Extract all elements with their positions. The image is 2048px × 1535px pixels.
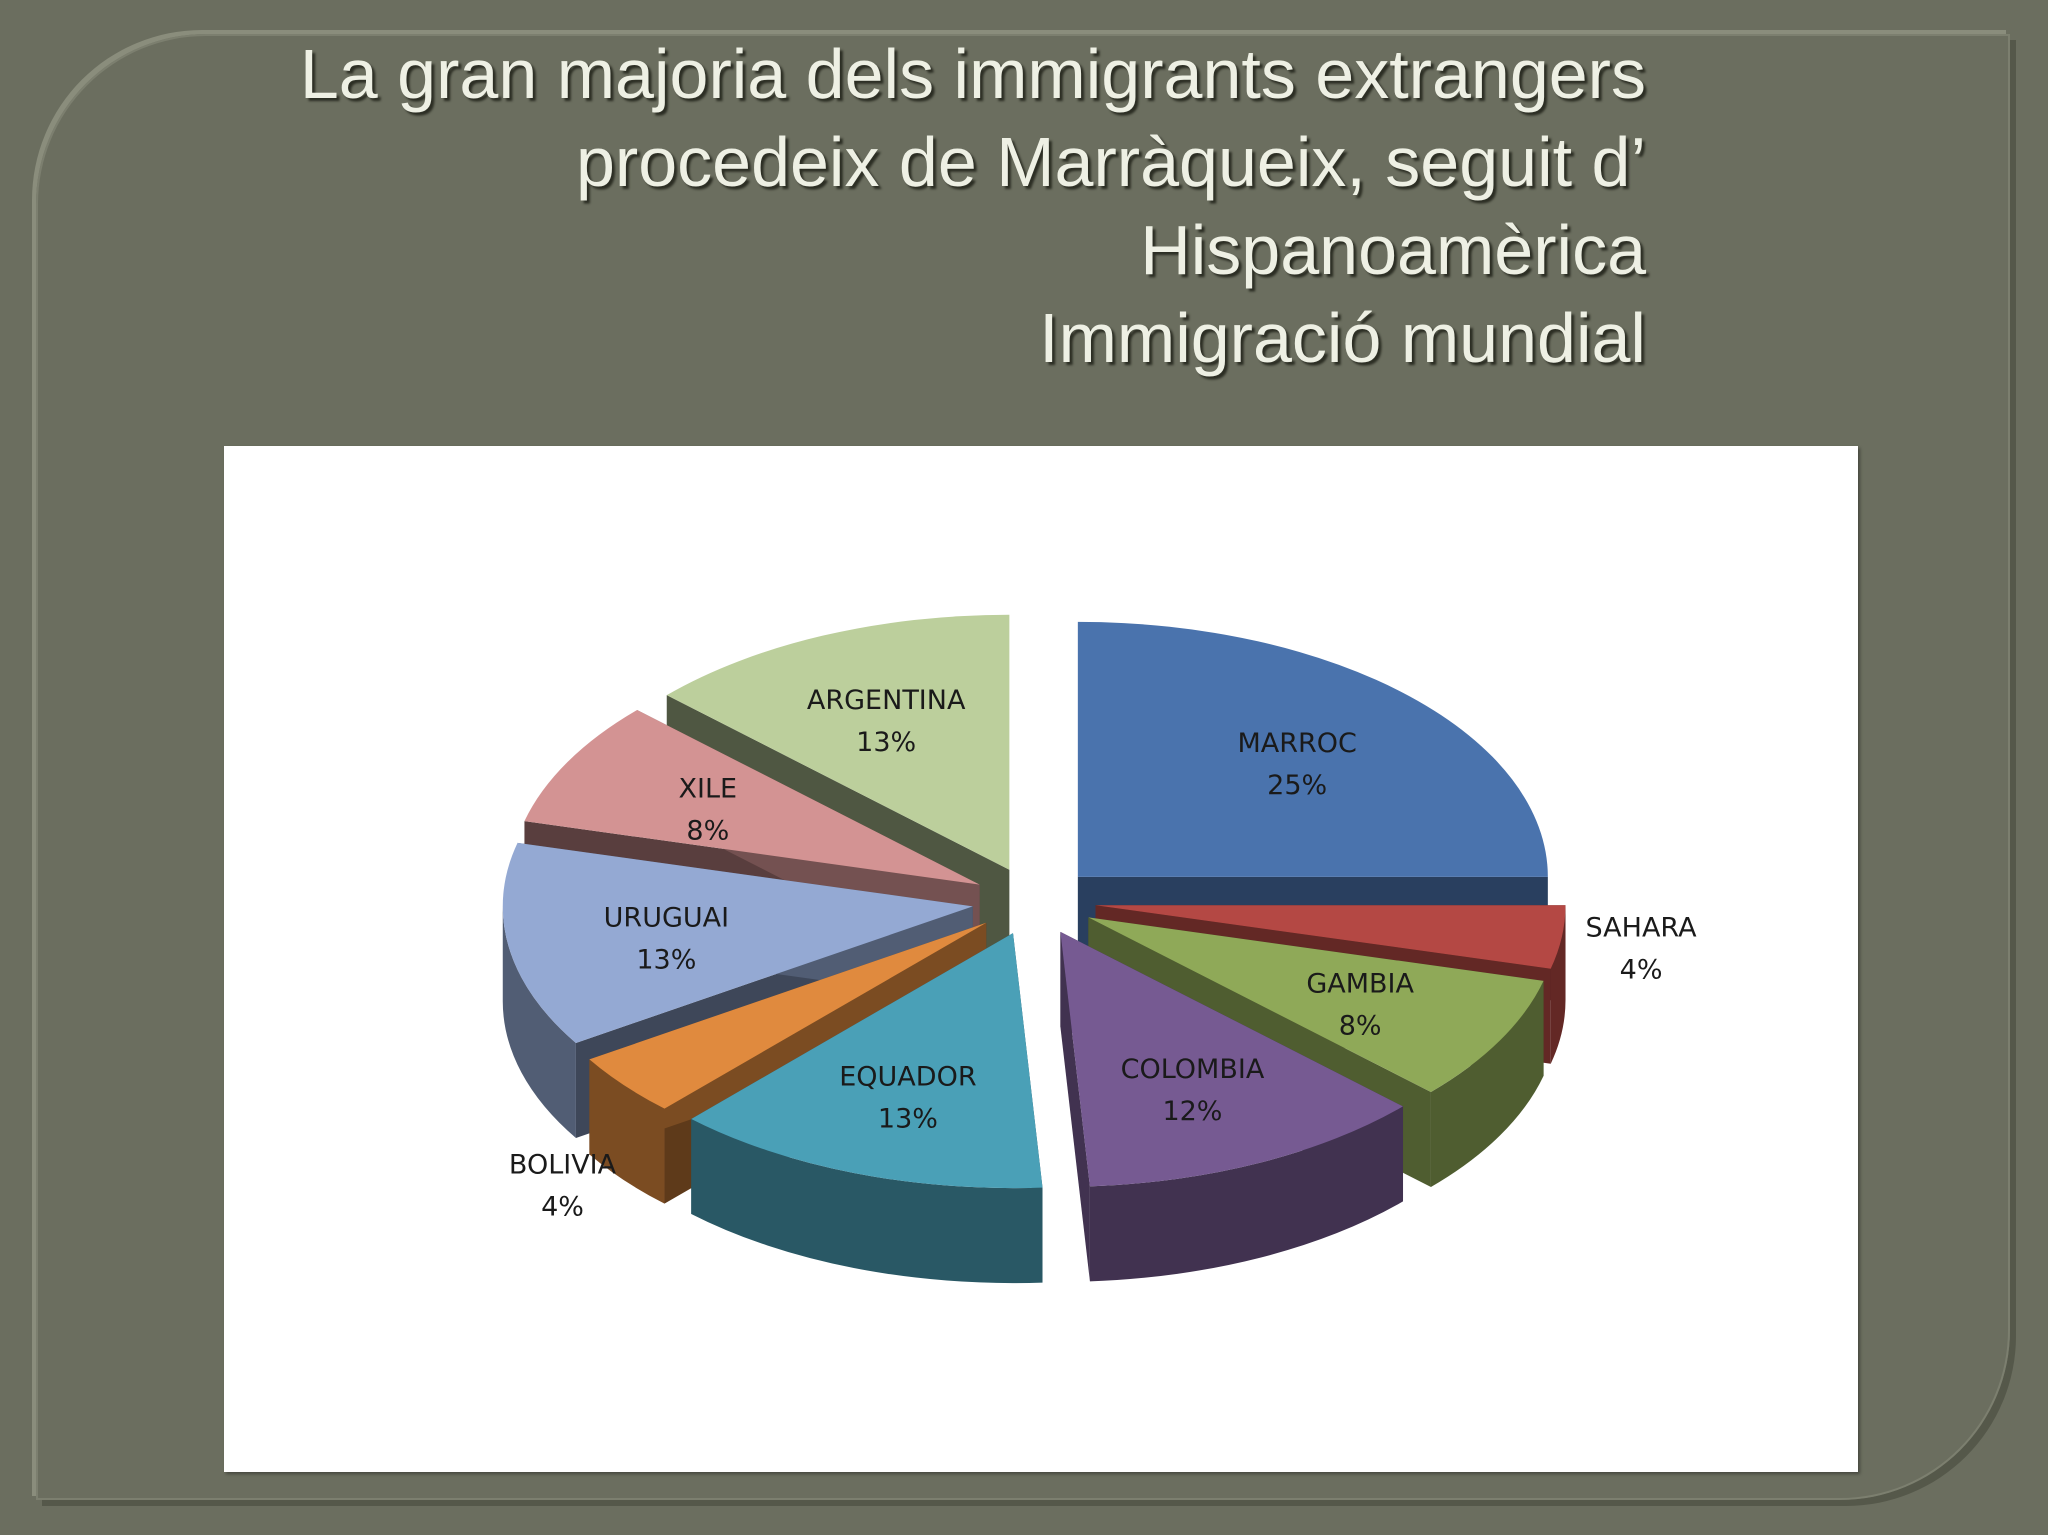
slice-wall-equador — [691, 1118, 1043, 1284]
title-line-2: procedeix de Marràqueix, seguit d’ — [575, 123, 1646, 201]
slice-uruguai — [502, 842, 973, 1043]
slice-label-bolivia: BOLIVIA — [509, 1149, 617, 1180]
slice-label-xile: XILE — [679, 773, 738, 804]
slice-side-colombia — [1060, 931, 1090, 1282]
slice-bolivia — [589, 922, 987, 1109]
slice-percent-colombia: 12% — [1162, 1096, 1222, 1127]
slice-label-marroc: MARROC — [1237, 728, 1356, 759]
slice-sahara — [1095, 905, 1566, 969]
slice-percent-xile: 8% — [686, 815, 729, 846]
slice-percent-bolivia: 4% — [541, 1191, 584, 1222]
slice-percent-marroc: 25% — [1267, 770, 1327, 801]
slice-argentina — [666, 614, 1010, 870]
slice-label-uruguai: URUGUAI — [604, 903, 729, 934]
slice-percent-gambia: 8% — [1339, 1011, 1382, 1042]
slice-wall-sahara — [1550, 905, 1566, 1064]
chart-area: MARROC 25% SAHARA 4% GAMBIA 8% COLOMBIA 12% EQUA… — [224, 446, 1858, 1472]
slice-percent-uruguai: 13% — [636, 945, 696, 976]
slice-percent-equador: 13% — [878, 1103, 938, 1134]
slice-wall-uruguai — [502, 906, 576, 1138]
slice-wall-colombia — [1089, 1106, 1404, 1282]
title-line-4: Immigració mundial — [1039, 299, 1646, 377]
slice-marroc — [1077, 621, 1548, 877]
slice-wall-bolivia — [589, 1059, 665, 1204]
slice-label-equador: EQUADOR — [839, 1061, 976, 1092]
slice-gambia — [1088, 917, 1544, 1092]
pie-tops — [502, 614, 1566, 1189]
title-line-3: Hispanoamèrica — [1140, 211, 1646, 289]
title-line-1: La gran majoria dels immigrants extrange… — [299, 35, 1646, 113]
slice-side-bolivia — [589, 922, 987, 1155]
slice-label-sahara: SAHARA — [1586, 913, 1698, 944]
slice-label-colombia: COLOMBIA — [1121, 1054, 1265, 1085]
slice-label-gambia: GAMBIA — [1306, 969, 1414, 1000]
pie-labels: MARROC 25% SAHARA 4% GAMBIA 8% COLOMBIA 12% EQUA… — [509, 685, 1697, 1222]
slice-colombia — [1060, 931, 1404, 1187]
pie-chart: MARROC 25% SAHARA 4% GAMBIA 8% COLOMBIA 12% EQUA… — [502, 614, 1697, 1284]
slice-label-argentina: ARGENTINA — [807, 685, 966, 716]
slide-title: La gran majoria dels immigrants extrange… — [146, 30, 1646, 382]
slice-wall-gambia — [1430, 980, 1544, 1187]
slice-percent-sahara: 4% — [1620, 955, 1663, 986]
slice-xile — [524, 710, 980, 885]
slice-percent-argentina: 13% — [856, 727, 916, 758]
slice-equador — [691, 933, 1043, 1189]
